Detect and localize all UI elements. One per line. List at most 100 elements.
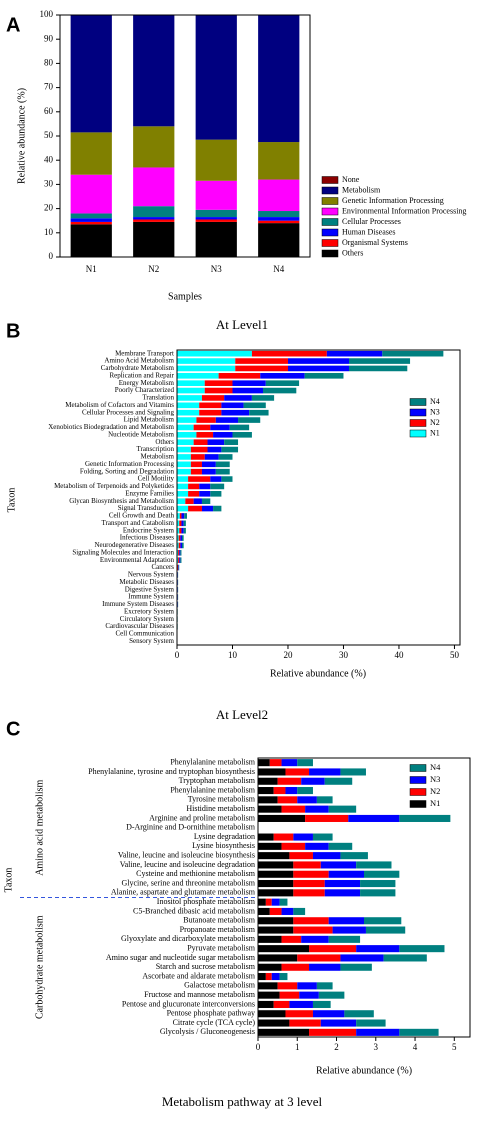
bar-segment [281,907,294,915]
bar-segment [215,461,230,468]
y-tick-label: 10 [44,227,54,237]
y-tick-label: 30 [44,178,54,188]
legend-label: Metabolism [342,185,381,194]
bar-segment [258,917,294,925]
bar-segment [178,564,179,571]
x-tick-label: 0 [175,650,180,660]
bar-segment [285,1010,313,1018]
bar-segment [258,898,266,906]
y-tick-label: Alanine, aspartate and glutamate metabol… [111,888,256,897]
bar-segment [70,213,112,219]
legend-swatch [409,429,427,438]
bar-segment [293,889,325,897]
bar-segment [180,550,182,556]
y-tick-label: Valine, leucine and isoleucine biosynthe… [118,850,255,859]
bar-segment [204,454,219,460]
bar-segment [177,513,180,519]
bar-segment [304,373,344,379]
y-tick-label: Butanoate metabolism [183,916,256,925]
bar-segment [199,483,211,490]
y-tick-label: Cysteine and methionine metabolism [136,869,256,878]
bar-segment [178,535,181,541]
bar-segment [258,973,266,981]
caption: Metabolism pathway at 3 level [162,1094,323,1109]
plot-frame [176,349,461,646]
bar-segment [265,898,272,906]
y-tick-label: Transcription [137,445,175,453]
y-tick-label: 40 [44,154,54,164]
bar-segment [195,219,237,222]
legend-swatch [409,764,427,772]
bar-segment [289,1019,321,1027]
bar-segment [177,505,189,512]
bar-segment [201,505,214,512]
bar-segment [258,217,300,221]
y-tick-label: C5-Branched dibasic acid metabolism [133,906,256,915]
y-tick-label: Phenylalanine metabolism [170,785,255,794]
y-axis-label: Taxon [6,488,17,513]
y-tick-label: Cell Motility [138,475,175,483]
bar-segment [324,777,353,785]
bar-segment [195,139,237,181]
bar-segment [224,439,239,445]
bar-segment [281,759,298,767]
legend-swatch [409,776,427,784]
bar-segment [177,483,189,490]
y-tick-label: Circulatory System [120,615,175,623]
bar-segment [258,223,300,257]
bar-segment [213,505,222,512]
y-tick-label: Ascorbate and aldarate metabolism [142,971,255,980]
x-tick-label: 0 [256,1042,261,1052]
y-tick-label: Valine, leucine and isoleucine degradati… [120,860,255,869]
bar-segment [318,991,345,999]
y-tick-label: Cell Communication [115,630,174,638]
bar-segment [273,1000,290,1008]
caption: At Level1 [216,317,268,332]
y-tick-label: Cardiovascular Diseases [105,622,174,630]
bar-segment [289,852,313,860]
bar-segment [133,15,175,127]
legend-label: Environmental Information Processing [342,206,466,215]
bar-segment [297,954,341,962]
bar-segment [356,945,400,953]
y-tick-label: Nervous System [128,571,175,579]
bar-segment [258,1000,274,1008]
bar-segment [305,814,349,822]
bar-segment [399,1028,439,1036]
bar-segment [364,870,400,878]
bar-segment [70,132,112,175]
bar-segment [293,907,306,915]
bar-segment [258,963,282,971]
bar-segment [251,395,275,401]
y-tick-label: 20 [44,203,54,213]
legend-label: Others [342,248,363,257]
x-tick-label: N4 [273,264,284,274]
y-tick-label: Metabolism of Terpenoids and Polyketides [54,482,174,490]
bar-segment [180,542,182,549]
bar-segment [177,380,205,386]
bar-segment [258,759,270,767]
bar-segment [178,557,180,563]
bar-segment [201,395,225,401]
bar-segment [177,461,191,468]
bar-segment [221,476,233,482]
bar-segment [195,221,237,257]
x-axis-label: Samples [168,291,202,302]
y-tick-label: Glycine, serine and threonine metabolism [121,878,255,887]
bar-segment [265,380,300,386]
bar-segment [178,564,180,571]
bar-segment [195,180,237,210]
bar-segment [177,468,191,475]
y-tick-label: Cell Growth and Death [109,512,175,520]
legend-label: N2 [430,418,440,427]
y-tick-label: Histidine metabolism [186,804,255,813]
y-axis-label: Relative abundance (%) [16,88,27,184]
bar-segment [177,535,179,541]
bar-segment [218,373,261,379]
bar-segment [382,350,444,357]
bar-segment [348,814,400,822]
bar-segment [221,402,244,409]
bar-segment [181,520,184,527]
bar-segment [210,476,222,482]
y-tick-label: Arginine and proline metabolism [149,813,256,822]
